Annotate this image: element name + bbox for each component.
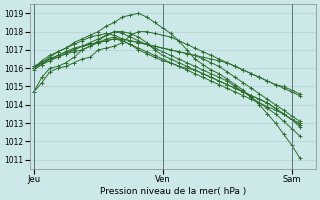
X-axis label: Pression niveau de la mer( hPa ): Pression niveau de la mer( hPa ) — [100, 187, 246, 196]
